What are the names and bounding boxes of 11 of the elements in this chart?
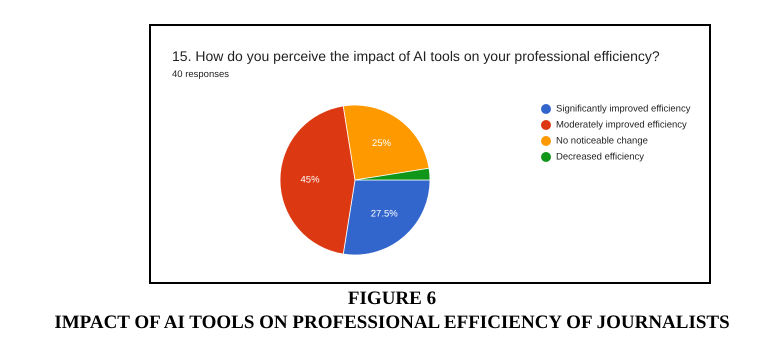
data-label: 45% xyxy=(300,174,320,186)
caption: FIGURE 6 xyxy=(348,288,436,309)
data-label: 25% xyxy=(372,138,392,150)
legend-label: Significantly improved efficiency xyxy=(556,104,691,114)
legend-label: No noticeable change xyxy=(556,136,648,146)
legend-label: Decreased efficiency xyxy=(556,152,644,162)
legend-label: Moderately improved efficiency xyxy=(556,120,688,130)
text: 40 responses xyxy=(172,69,230,80)
text: IMPACT OF AI TOOLS ON PROFESSIONAL EFFICIENCY OF JOURNALISTS xyxy=(54,312,730,333)
data-label: 27.5% xyxy=(370,208,398,220)
chart-title: 15. How do you perceive the impact of AI tools on your professional efficiency? xyxy=(172,48,660,64)
